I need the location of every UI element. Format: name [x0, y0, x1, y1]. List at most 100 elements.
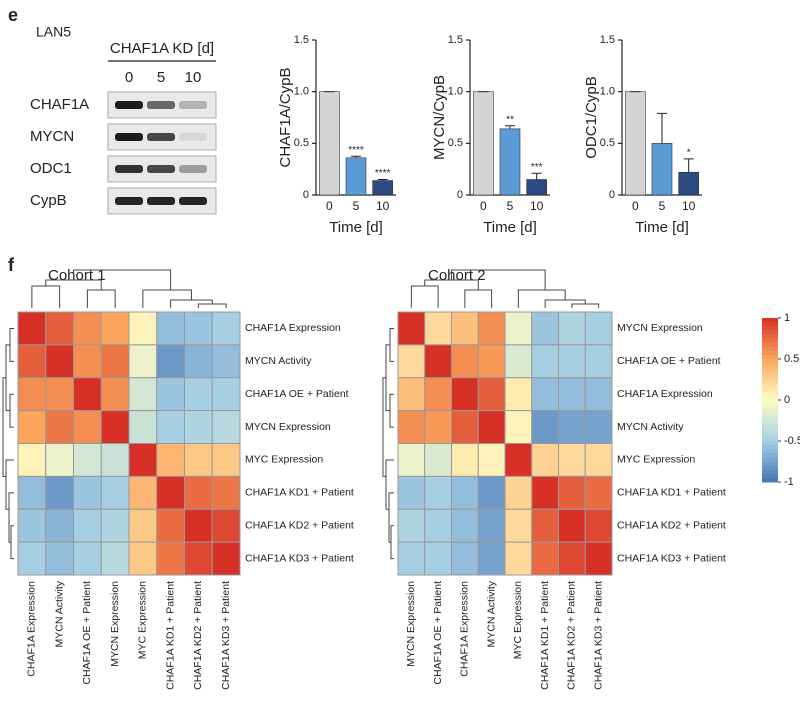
heatmap-cell	[128, 311, 158, 346]
heatmap-cell	[504, 377, 533, 412]
heatmap-cell	[558, 475, 586, 510]
row-label: MYCN Expression	[245, 421, 331, 433]
heatmap-cell	[17, 311, 47, 346]
colorbar-step	[762, 334, 778, 339]
heatmap-cell	[184, 475, 213, 510]
heatmap-cell	[584, 344, 613, 379]
significance: *	[687, 147, 691, 158]
heatmap-cell	[584, 410, 613, 444]
heatmap-cell	[504, 475, 533, 510]
heatmap-cell	[73, 311, 102, 346]
error-bar	[683, 158, 694, 173]
heatmap-cell	[17, 443, 47, 477]
heatmap-cell	[128, 508, 158, 543]
x-axis-label: Time [d]	[329, 219, 383, 236]
colorbar-step	[762, 330, 778, 335]
heatmap-cell	[451, 541, 479, 576]
heatmap-cell	[531, 311, 559, 346]
column-label: CHAF1A KD1 + Patient	[539, 581, 551, 690]
colorbar-label: 0.5	[784, 353, 799, 365]
blot-band	[147, 197, 175, 205]
heatmap-cell	[531, 443, 559, 477]
significance: **	[506, 114, 514, 125]
column-label: CHAF1A KD3 + Patient	[220, 581, 232, 690]
heatmap-cell	[424, 475, 452, 510]
heatmap-cell	[451, 475, 479, 510]
column-label: CHAF1A OE + Patient	[81, 581, 93, 685]
heatmap-cell	[156, 344, 185, 379]
heatmap-cell	[584, 541, 613, 576]
heatmap-cell	[128, 377, 158, 412]
colorbar-step	[762, 465, 778, 471]
colorbar-step	[762, 318, 778, 323]
heatmap-cell	[397, 475, 426, 510]
colorbar-step	[762, 346, 778, 352]
colorbar-label: 0	[784, 394, 790, 406]
y-axis-label: ODC1/CypB	[583, 76, 600, 159]
bar	[625, 91, 646, 196]
heatmap-cell	[73, 508, 102, 543]
y-tick-label: 0	[303, 189, 309, 201]
panel-label: e	[8, 5, 18, 25]
heatmap-cell	[45, 443, 74, 477]
heatmap-cell	[211, 344, 241, 379]
heatmap-cell	[211, 475, 241, 510]
cell-line: LAN5	[36, 24, 71, 40]
colorbar-step	[762, 350, 778, 356]
colorbar-step	[762, 379, 778, 385]
heatmap-cell	[128, 475, 158, 510]
heatmap-cell	[451, 344, 479, 379]
error-bar	[657, 112, 667, 144]
y-tick-label: 0	[457, 189, 463, 201]
dendrogram	[410, 269, 600, 308]
colorbar-step	[762, 428, 778, 434]
bar	[473, 91, 494, 196]
heatmap-cell	[128, 541, 158, 576]
heatmap-cell	[424, 377, 452, 412]
heatmap-cell	[211, 541, 241, 576]
colorbar-step	[762, 375, 778, 380]
colorbar-step	[762, 326, 778, 331]
panel-label: f	[8, 255, 15, 275]
significance: ***	[531, 162, 543, 173]
colorbar-step	[762, 408, 778, 413]
x-tick-label: 5	[659, 199, 666, 213]
row-label: CHAF1A KD2 + Patient	[617, 519, 726, 531]
heatmap-cell	[477, 508, 506, 543]
blot-band	[115, 165, 143, 173]
colorbar-step	[762, 445, 778, 450]
row-label: MYC Expression	[245, 454, 323, 466]
heatmap-cell	[128, 443, 158, 477]
heatmap-cell	[451, 410, 479, 444]
heatmap-cell	[45, 508, 74, 543]
heatmap-cell	[184, 410, 213, 444]
heatmap-cell	[477, 311, 506, 346]
heatmap-cell	[504, 443, 533, 477]
heatmap-cell	[451, 443, 479, 477]
row-label: CHAF1A KD3 + Patient	[245, 552, 354, 564]
blot-band	[179, 101, 207, 109]
colorbar-step	[762, 404, 778, 409]
y-tick-label: 1.0	[448, 86, 463, 98]
heatmap-cell	[477, 443, 506, 477]
heatmap-cell	[424, 541, 452, 576]
row-label: CHAF1A OE + Patient	[245, 388, 349, 400]
heatmap-cell	[156, 311, 185, 346]
blot-row-label: CypB	[30, 192, 67, 209]
column-label: MYCN Activity	[53, 580, 65, 647]
colorbar-step	[762, 449, 778, 454]
blot-band	[147, 165, 175, 173]
heatmap-cell	[504, 311, 533, 346]
column-label: MYCN Expression	[405, 581, 417, 667]
lane-label: 10	[185, 69, 202, 86]
colorbar-step	[762, 457, 778, 462]
heatmap-cell	[73, 541, 102, 576]
heatmap-cell	[477, 410, 506, 444]
heatmap-cell	[45, 475, 74, 510]
lane-label: 5	[157, 69, 165, 86]
x-tick-label: 10	[376, 199, 390, 213]
heatmap-cell	[397, 377, 426, 412]
dendrogram	[2, 327, 14, 560]
colorbar-step	[762, 338, 778, 344]
heatmap-cell	[100, 311, 130, 346]
